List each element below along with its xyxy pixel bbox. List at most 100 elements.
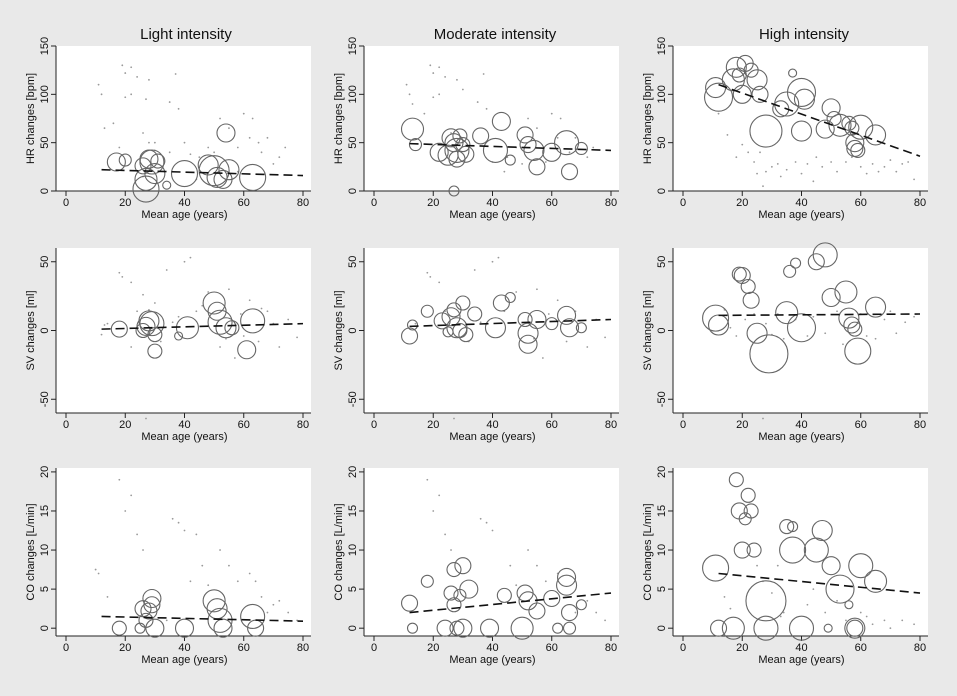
x-tick-label: 80 (914, 642, 926, 654)
data-point (130, 346, 133, 348)
data-point (889, 159, 892, 161)
data-point (124, 72, 127, 74)
study-bubble (459, 579, 479, 599)
data-point (254, 580, 257, 583)
study-bubble (575, 322, 587, 334)
data-point (592, 146, 595, 149)
study-bubble (779, 519, 795, 535)
y-tick-label: 0 (347, 625, 359, 631)
data-point (423, 112, 426, 115)
data-point (296, 336, 298, 339)
study-bubble (846, 619, 864, 637)
data-point (453, 417, 455, 420)
data-point (201, 564, 204, 567)
data-point (233, 357, 236, 359)
study-bubble (574, 141, 588, 156)
data-point (177, 521, 180, 524)
x-tick-label: 60 (238, 197, 250, 209)
x-tick-label: 60 (238, 642, 250, 654)
fit-line (718, 572, 921, 594)
data-point (242, 112, 245, 115)
panel-2-2: -50 0 50 0 20 40 60 80 Mean age (years) SV change… (333, 248, 619, 443)
study-bubble (202, 589, 226, 613)
x-tick-label: 20 (736, 642, 748, 654)
data-point (432, 96, 435, 99)
data-point (168, 101, 171, 103)
data-point (260, 151, 263, 154)
x-tick-label: 0 (371, 419, 377, 431)
y-tick-label: 5 (347, 586, 359, 592)
data-point (121, 275, 124, 278)
data-point (604, 336, 606, 339)
data-point (444, 76, 446, 78)
data-point (901, 619, 904, 622)
x-tick-label: 0 (63, 419, 69, 431)
data-point (497, 256, 500, 259)
data-point (266, 611, 269, 614)
data-point (236, 580, 239, 583)
data-point (907, 161, 910, 163)
data-point (515, 584, 518, 587)
data-point (889, 627, 892, 630)
study-bubble (479, 618, 500, 638)
study-bubble (144, 163, 166, 185)
x-tick-label: 20 (736, 419, 748, 431)
data-point (785, 168, 788, 171)
y-tick-label: 0 (656, 327, 668, 333)
data-point (408, 93, 411, 96)
data-point (485, 521, 488, 524)
x-tick-label: 80 (605, 642, 617, 654)
study-bubble (400, 327, 419, 345)
data-point (812, 315, 815, 318)
data-point (272, 603, 275, 606)
study-bubble (207, 607, 233, 633)
x-tick-label: 60 (546, 642, 558, 654)
panel-2-1: -50 0 50 0 20 40 60 80 Mean age (years) SV change… (25, 248, 311, 443)
data-point (429, 275, 432, 278)
study-bubble (174, 618, 195, 638)
data-point (432, 510, 435, 512)
study-bubble (198, 155, 230, 187)
study-bubble (455, 295, 471, 311)
panel-2-3: -50 0 50 0 20 40 60 80 Mean age (years) SV change… (642, 242, 928, 443)
study-bubble (788, 68, 798, 78)
study-bubble (518, 334, 538, 354)
data-point (461, 88, 464, 91)
data-point (236, 146, 239, 149)
y-tick-label: 150 (347, 37, 359, 55)
data-point (239, 313, 242, 315)
study-bubble (828, 113, 852, 137)
study-bubble (406, 622, 419, 634)
study-bubble (134, 157, 152, 175)
x-tick-label: 40 (178, 197, 190, 209)
x-axis-label: Mean age (years) (449, 654, 535, 666)
data-point (913, 178, 915, 181)
study-bubble (749, 334, 789, 374)
study-bubble (823, 623, 833, 633)
data-point (136, 76, 139, 78)
data-point (100, 333, 103, 336)
data-point (895, 332, 898, 335)
study-bubble (519, 136, 537, 154)
x-axis-label: Mean age (years) (141, 431, 227, 443)
data-point (248, 299, 251, 302)
data-point (183, 260, 186, 263)
data-point (438, 494, 441, 497)
study-bubble (753, 615, 779, 641)
data-point (836, 599, 838, 602)
y-tick-label: 0 (347, 327, 359, 333)
study-bubble (202, 291, 226, 315)
plot-area (364, 468, 619, 636)
data-point (260, 596, 263, 598)
data-point (142, 549, 144, 551)
study-bubble (703, 82, 734, 112)
data-point (527, 117, 529, 120)
data-point (479, 321, 482, 324)
study-bubble (472, 127, 490, 145)
y-tick-label: 0 (39, 625, 51, 631)
data-point (482, 73, 485, 75)
x-tick-label: 20 (427, 642, 439, 654)
study-bubble (454, 557, 472, 575)
data-point (225, 337, 227, 340)
